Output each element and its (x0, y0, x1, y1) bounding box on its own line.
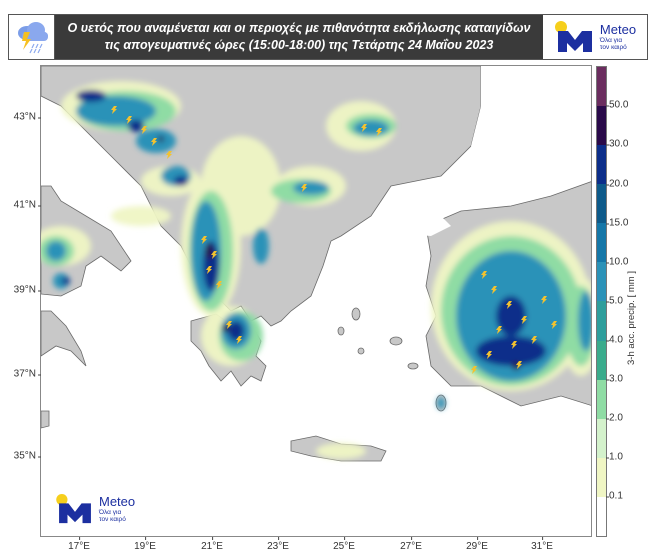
colorbar-segment (597, 223, 606, 263)
colorbar-segment (597, 457, 606, 497)
watermark-brand: Meteo (99, 494, 136, 509)
precipitation-map: Meteo Όλα για τον καιρό (40, 65, 592, 537)
colorbar-tick: 20.0 (605, 178, 629, 190)
y-tick: 37°N (13, 368, 42, 380)
map-watermark-logo: Meteo Όλα για τον καιρό (55, 494, 135, 524)
logo-brand: Meteo (599, 22, 637, 37)
x-tick: 17°E (68, 537, 90, 552)
header-icon-box (9, 15, 55, 59)
colorbar-segment (597, 67, 606, 107)
title-line-2: τις απογευματινές ώρες (15:00-18:00) της… (104, 38, 494, 52)
y-tick: 35°N (13, 450, 42, 462)
colorbar-tick: 50.0 (605, 99, 629, 111)
colorbar-segment (597, 145, 606, 185)
colorbar-tick: 3.0 (606, 373, 623, 385)
colorbar-segment (597, 262, 606, 302)
precipitation-field (41, 81, 591, 459)
y-tick: 43°N (13, 111, 42, 123)
colorbar-segment (597, 340, 606, 380)
x-tick: 27°E (400, 537, 422, 552)
watermark-tagline-1: Όλα για (99, 509, 122, 516)
colorbar-tick: 15.0 (605, 217, 629, 229)
header-logo: Meteo Όλα για τον καιρό (543, 15, 647, 59)
colorbar-tick: 30.0 (605, 138, 629, 150)
logo-tagline-1: Όλα για (599, 37, 623, 44)
x-tick: 29°E (466, 537, 488, 552)
meteo-m-icon (56, 494, 91, 524)
colorbar-tick: 5.0 (606, 295, 623, 307)
y-tick: 39°N (13, 284, 42, 296)
colorbar-tick: 2.0 (606, 412, 623, 424)
colorbar-segment (597, 106, 606, 146)
x-tick: 21°E (201, 537, 223, 552)
meteo-m-icon (554, 21, 592, 52)
meteo-logo: Meteo Όλα για τον καιρό (554, 21, 636, 53)
colorbar-tick: 0.1 (606, 490, 623, 502)
x-tick: 31°E (531, 537, 553, 552)
colorbar-label: 3-h acc. precip. [ mm ] (626, 271, 637, 365)
colorbar-segment (597, 379, 606, 419)
colorbar-tick: 4.0 (606, 334, 623, 346)
colorbar-tick: 10.0 (605, 256, 629, 268)
x-tick: 23°E (267, 537, 289, 552)
title-line-1: Ο υετός που αναμένεται και οι περιοχές μ… (67, 21, 531, 35)
map-canvas (41, 66, 591, 462)
colorbar-segment (597, 301, 606, 341)
watermark-tagline-2: τον καιρό (99, 516, 126, 523)
x-tick: 25°E (333, 537, 355, 552)
colorbar-segment (597, 184, 606, 224)
colorbar-segment (597, 418, 606, 458)
x-tick: 19°E (134, 537, 156, 552)
colorbar-tick: 1.0 (606, 451, 623, 463)
page-title: Ο υετός που αναμένεται και οι περιοχές μ… (55, 15, 543, 59)
thunderstorm-rain-icon (17, 22, 48, 54)
header-bar: Ο υετός που αναμένεται και οι περιοχές μ… (8, 14, 648, 60)
colorbar-segment (597, 496, 606, 536)
y-tick: 41°N (13, 199, 42, 211)
logo-tagline-2: τον καιρό (599, 44, 627, 51)
